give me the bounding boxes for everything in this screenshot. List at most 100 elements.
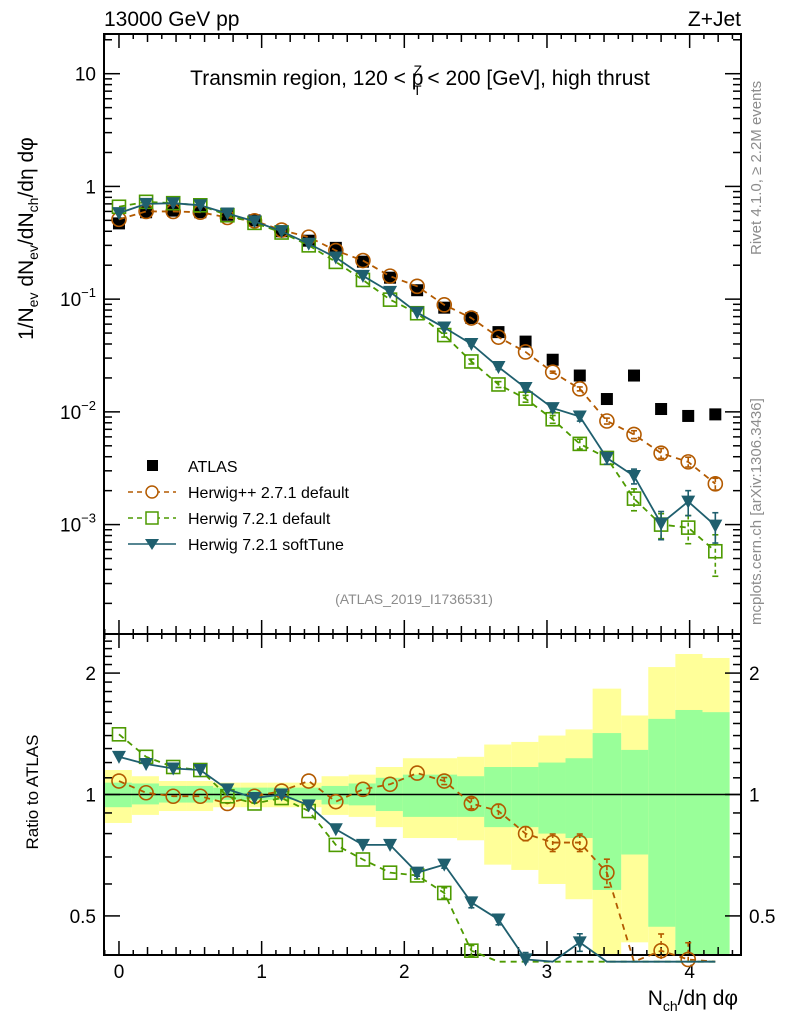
data-point [166,762,181,776]
legend-label: Herwig 7.2.1 softTune [188,537,344,554]
band-stat-bin [538,762,566,834]
data-point [680,520,696,535]
legend-item: Herwig 7.2.1 softTune [128,537,344,554]
data-point [166,197,181,211]
legend-marker [145,485,159,499]
data-point [383,285,398,299]
legend-item: Herwig++ 2.7.1 default [128,485,350,502]
data-point [680,951,697,968]
x-tick-label: 0 [114,962,125,983]
legend: ATLAS Herwig++ 2.7.1 default Herwig 7.2.1 … [128,459,350,554]
header-left: 13000 GeV pp [104,8,239,31]
xlabel-part: /dη dφ [678,987,738,1010]
band-stat-bin [648,718,676,927]
x-tick-label: 2 [399,962,410,983]
y-tick-label: 1 [85,177,96,198]
ratio-series [111,727,716,968]
data-point [626,426,642,443]
series-line [118,772,716,963]
data-point [140,206,153,219]
data-point [599,413,615,429]
data-point [708,519,723,533]
data-point [328,823,343,837]
data-point [707,476,724,492]
series-line [118,200,716,552]
y-tick-label: 10 [75,65,96,86]
data-point [356,255,369,268]
ylabel-sub: ch [25,198,41,213]
main-series [111,194,724,578]
series-herwig-7-2-1-softtune [111,197,723,544]
data-point [491,361,506,375]
data-point [138,784,154,801]
data-point [490,329,507,345]
data-point [517,825,534,842]
y-tick-label: 10−3 [60,511,96,537]
data-point [328,793,344,810]
data-point [546,353,559,366]
y-tick-exponent: −3 [81,511,96,526]
y-tick-base: 1 [85,177,96,198]
data-point [599,864,615,881]
data-point [300,773,317,789]
band-stat-bin [592,733,622,890]
data-point [383,838,398,852]
data-point [600,393,613,406]
data-point [193,199,208,213]
ratio-y-tick-label: 0.5 [749,907,775,928]
ratio-y-tick-label: 2 [749,664,760,685]
data-point [437,321,452,335]
data-point [274,788,289,802]
data-point [681,495,696,509]
ratio-y-tick-label: 1 [749,786,760,807]
series-herwig-2-7-1-default [111,203,724,492]
data-point [436,297,453,313]
data-point [492,326,505,339]
data-point [544,834,561,851]
data-point [436,773,453,789]
title-pre: Transmin region, 120 < p [190,67,423,90]
data-point [518,381,533,395]
legend-marker [147,460,158,471]
band-stat-bin [675,709,703,955]
data-point [139,758,154,772]
header-right: Z+Jet [688,8,741,31]
y-tick-exponent: −2 [81,398,96,413]
data-point [464,943,479,958]
legend-label: Herwig 7.2.1 default [188,511,331,528]
legend-item: Herwig 7.2.1 default [128,511,331,528]
data-point [682,409,695,422]
y-tick-base: 10 [60,516,81,537]
data-point [653,445,669,461]
legend-item: ATLAS [147,459,238,476]
data-point [464,896,479,910]
data-point [220,207,235,221]
data-point [410,866,425,880]
axis-ticks [103,34,741,956]
data-point [139,197,154,211]
data-point [544,364,561,380]
ratio-y-tick-label: 0.5 [70,907,96,928]
mcplots-label: mcplots.cern.ch [arXiv:1306.3436] [748,398,765,625]
data-point [274,225,289,239]
data-point [573,369,586,382]
data-point [355,252,371,269]
data-point [463,795,480,812]
rivet-label: Rivet 4.1.0, ≥ 2.2M events [748,81,765,255]
analysis-id: (ATLAS_2019_I1736531) [335,591,493,607]
data-point [491,377,506,392]
data-point [519,335,532,348]
data-point [708,543,723,559]
data-point [165,788,181,805]
data-point [490,803,507,819]
series-herwig-2-7-1-default [111,765,716,968]
data-point [572,410,587,424]
title-post: < 200 [GeV], high thrust [422,67,650,90]
data-point [220,783,235,797]
data-point [409,765,425,781]
data-point [355,852,371,867]
plot-title: Transmin region, 120 < pZ T < 200 [GeV], … [190,62,650,98]
band-stat-bin [702,712,730,955]
data-point [382,865,398,880]
data-point [654,517,669,531]
